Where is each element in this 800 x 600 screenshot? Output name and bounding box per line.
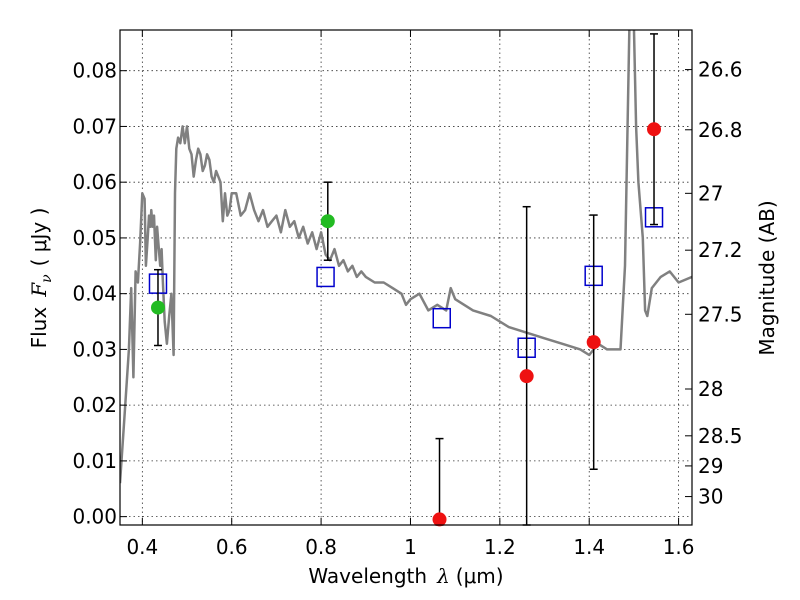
y2-tick-label: 26.6: [698, 58, 743, 82]
y-tick-label: 0.06: [72, 170, 117, 194]
y-tick-label: 0.02: [72, 393, 117, 417]
y2-axis-label: Magnitude (AB): [755, 200, 779, 355]
observed-flux-point: [150, 300, 165, 315]
x-tick-label: 1.2: [484, 535, 516, 559]
x-tick-label: 1.6: [663, 535, 695, 559]
observed-flux-point: [519, 369, 534, 384]
y2-tick-label: 29: [698, 454, 723, 478]
y-axis-label: FluxFν( μJy ): [27, 208, 55, 349]
x-tick-label: 0.4: [126, 535, 158, 559]
y2-tick-label: 28: [698, 377, 723, 401]
observed-flux-point: [320, 214, 335, 229]
y2-tick-label: 27.5: [698, 302, 743, 326]
model-photometry-square: [316, 266, 335, 288]
observed-flux-point: [586, 335, 601, 350]
y2-tick-label: 26.8: [698, 118, 743, 142]
plot-frame: [119, 29, 693, 526]
y2-tick-label: 30: [698, 485, 723, 509]
observed-flux-point: [647, 122, 662, 137]
y-tick-label: 0.05: [72, 226, 117, 250]
y-tick-label: 0.03: [72, 337, 117, 361]
model-photometry-square: [432, 307, 451, 329]
plot-area: [120, 30, 692, 525]
x-tick-label: 0.6: [216, 535, 248, 559]
observed-flux-point: [432, 512, 447, 527]
y-tick-label: 0.00: [72, 505, 117, 529]
x-tick-label: 1: [404, 535, 417, 559]
errorbar-layer: [148, 33, 664, 527]
ticks: [120, 30, 692, 525]
x-tick-label: 1.4: [573, 535, 605, 559]
y-tick-label: 0.04: [72, 282, 117, 306]
y2-tick-label: 28.5: [698, 424, 743, 448]
y2-tick-label: 27: [698, 181, 723, 205]
y-tick-label: 0.08: [72, 59, 117, 83]
y2-tick-label: 27.2: [698, 238, 743, 262]
tick-labels: 0.4 0.6 0.8 1 1.2 1.4 1.6 0.00 0.01 0.02 0.03 0.04 0…: [72, 58, 742, 559]
x-tick-label: 0.8: [305, 535, 337, 559]
grid: [120, 30, 692, 525]
x-axis-label: Wavelength λ (μm): [308, 564, 503, 588]
y-tick-label: 0.01: [72, 449, 117, 473]
y-tick-label: 0.07: [72, 114, 117, 138]
